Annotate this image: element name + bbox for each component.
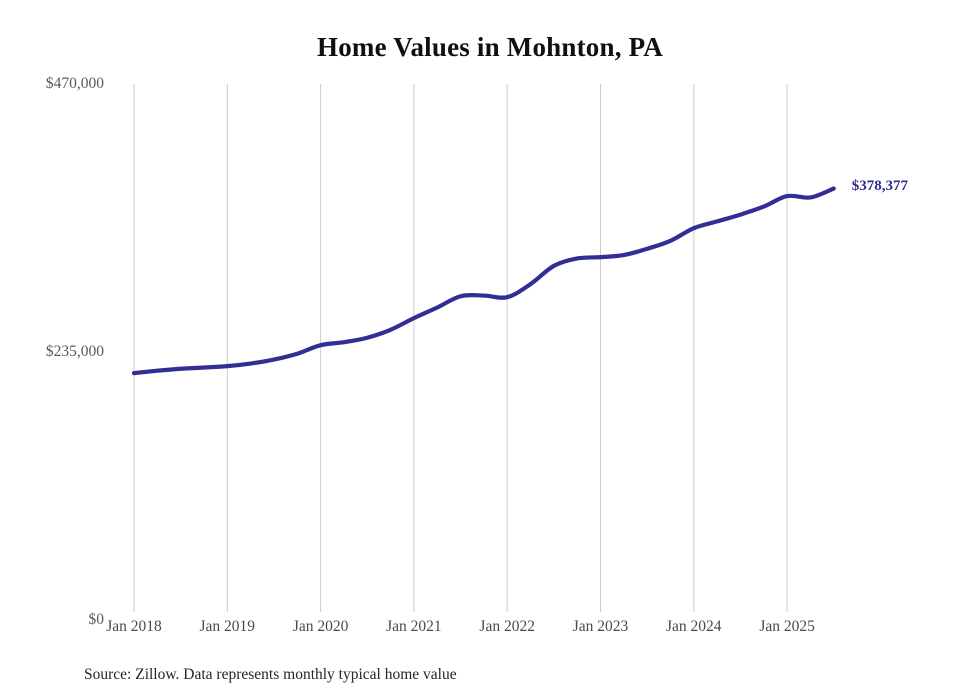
x-tick-label: Jan 2024 [666, 618, 722, 635]
y-tick-label-bottom: $0 [88, 611, 105, 628]
source-note: Source: Zillow. Data represents monthly … [84, 666, 457, 683]
x-tick-label: Jan 2022 [479, 618, 535, 635]
x-tick-label: Jan 2023 [572, 618, 629, 635]
x-tick-label: Jan 2019 [199, 618, 256, 635]
gridlines [133, 84, 788, 612]
y-tick-label-mid: $235,000 [45, 343, 104, 360]
x-tick-label: Jan 2021 [386, 618, 442, 635]
x-tick-label: Jan 2025 [759, 618, 815, 635]
home-value-line [131, 186, 836, 376]
y-axis: $470,000 $235,000 $0 [0, 0, 104, 699]
chart-title: Home Values in Mohnton, PA [317, 32, 663, 62]
x-tick-label: Jan 2020 [292, 618, 349, 635]
y-tick-label-top: $470,000 [45, 75, 104, 92]
end-value-label: $378,377 [851, 178, 908, 195]
x-axis: Jan 2018 Jan 2019 Jan 2020 Jan 2021 Jan 2022… [0, 618, 980, 646]
x-tick-label: Jan 2018 [106, 618, 162, 635]
